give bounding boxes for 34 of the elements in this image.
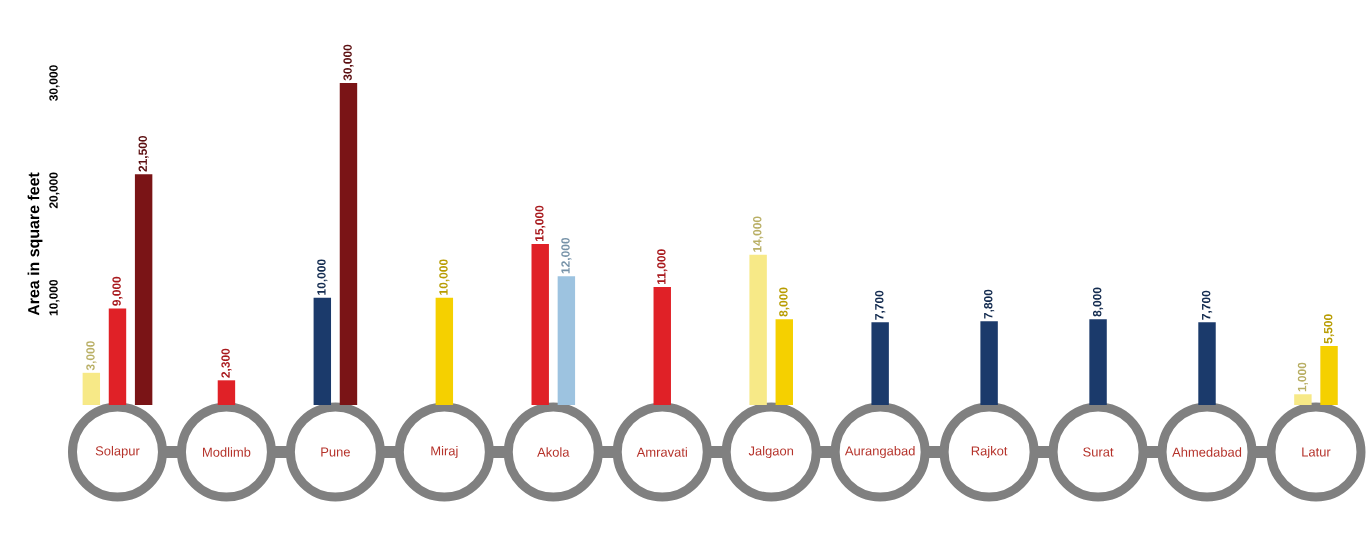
- x-tick-label: Aurangabad: [844, 445, 915, 459]
- data-label: 5,500: [1323, 314, 1335, 344]
- y-tick-label: 10,000: [49, 279, 60, 316]
- data-label: 12,000: [561, 237, 572, 274]
- data-label: 3,000: [86, 341, 97, 371]
- data-label: 8,000: [1092, 287, 1104, 317]
- data-label: 11,000: [657, 249, 668, 284]
- data-label: 1,000: [1297, 362, 1308, 392]
- data-label: 8,000: [779, 287, 790, 317]
- x-tick-label: Modlimb: [203, 447, 251, 457]
- x-tick-label: Surat: [1083, 447, 1114, 457]
- data-label: 7,700: [875, 290, 886, 320]
- x-tick-label: Rajkot: [971, 445, 1008, 459]
- y-axis-title: Area in square feet: [27, 172, 43, 316]
- x-tick-label: Solapur: [95, 445, 140, 459]
- x-tick-label: Akola: [537, 447, 570, 457]
- data-label: 10,000: [439, 259, 450, 295]
- y-tick-label: 20,000: [49, 172, 60, 209]
- x-tick-label: Latur: [1302, 447, 1331, 457]
- data-label: 7,800: [984, 289, 995, 319]
- data-label: 9,000: [112, 276, 123, 306]
- x-tick-label: Amravati: [636, 447, 687, 457]
- data-label: 15,000: [535, 205, 546, 242]
- x-tick-label: Miraj: [431, 445, 458, 459]
- x-tick-label: Pune: [321, 447, 350, 457]
- data-label: 21,500: [138, 135, 149, 172]
- y-tick-label: 30,000: [49, 65, 60, 101]
- x-tick-label: Ahmedabad: [1172, 447, 1242, 457]
- data-label: 30,000: [343, 44, 354, 81]
- x-tick-label: Jalgaon: [748, 445, 794, 459]
- data-label: 10,000: [317, 259, 328, 295]
- data-label: 14,000: [753, 216, 764, 252]
- data-label: 2,300: [221, 348, 232, 378]
- data-label: 7,700: [1201, 290, 1213, 320]
